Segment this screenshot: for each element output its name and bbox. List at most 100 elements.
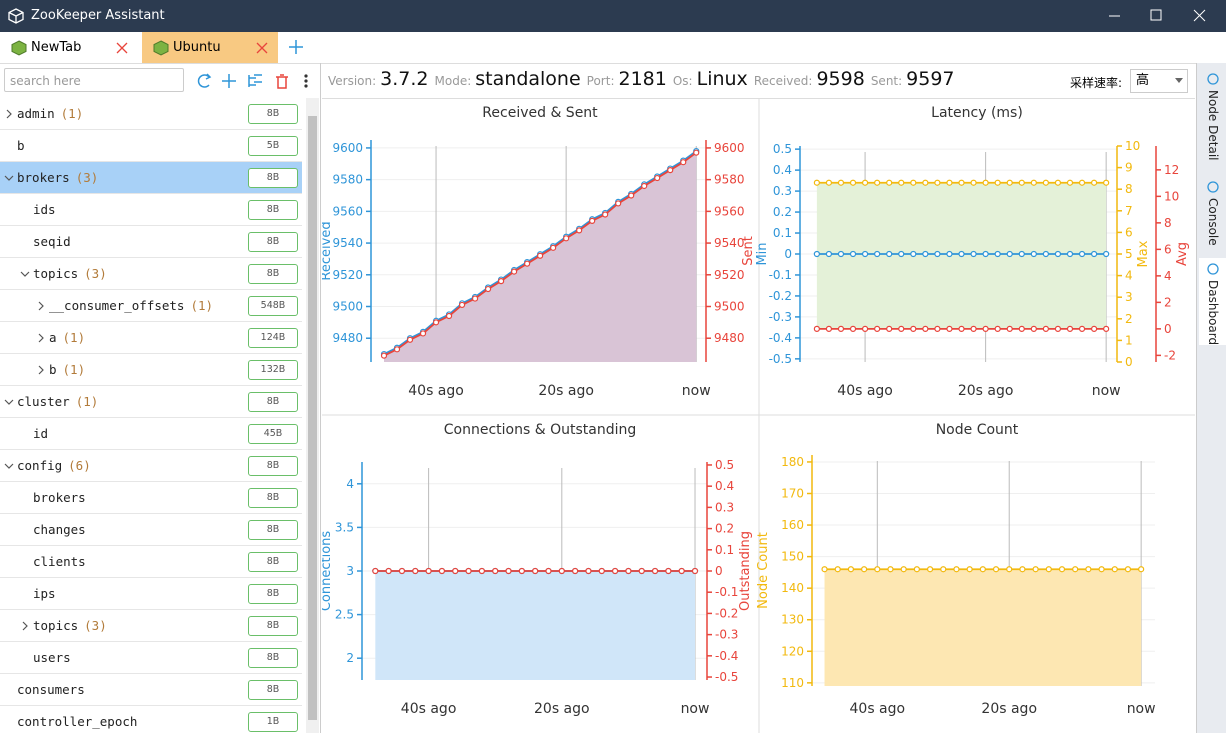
point bbox=[1111, 566, 1118, 573]
search-box[interactable]: search here bbox=[4, 68, 184, 92]
y-tick-label: -2 bbox=[1164, 348, 1176, 362]
point bbox=[946, 179, 953, 186]
y-tick-label: 7 bbox=[1125, 204, 1133, 218]
node-label: controller_epoch bbox=[17, 706, 137, 733]
tree-row[interactable]: b 5B bbox=[0, 130, 302, 162]
y-tick-label: -0.3 bbox=[715, 628, 738, 642]
y-tick-label: 0.3 bbox=[773, 184, 792, 198]
tree-row[interactable]: cluster (1) 8B bbox=[0, 386, 302, 418]
size-badge: 8B bbox=[248, 488, 298, 508]
chevron bbox=[4, 399, 14, 405]
point bbox=[813, 179, 820, 186]
point bbox=[1030, 250, 1037, 258]
point bbox=[813, 250, 820, 258]
point bbox=[874, 250, 881, 258]
node-count: (1) bbox=[60, 106, 84, 121]
y-tick-label: 9580 bbox=[714, 173, 745, 187]
point bbox=[412, 567, 419, 575]
tree-row[interactable]: topics (3) 8B bbox=[0, 258, 302, 290]
tree-row[interactable]: consumers 8B bbox=[0, 674, 302, 706]
node-name: brokers bbox=[33, 490, 86, 505]
point bbox=[532, 567, 539, 575]
status-bar: Version: 3.7.2 Mode: standalone Port: 2181 Os:… bbox=[322, 64, 1195, 99]
side-tab[interactable]: Console bbox=[1199, 176, 1226, 246]
chevron bbox=[38, 301, 44, 311]
y-tick-label: 9540 bbox=[332, 236, 363, 250]
tree-row[interactable]: id 45B bbox=[0, 418, 302, 450]
toolbar[interactable] bbox=[190, 69, 320, 93]
point bbox=[821, 566, 828, 573]
point bbox=[946, 250, 953, 258]
point bbox=[861, 566, 868, 573]
expander bbox=[4, 463, 14, 469]
y-tick-label: -0.1 bbox=[715, 585, 738, 599]
point bbox=[861, 325, 869, 332]
point bbox=[1006, 566, 1013, 573]
rate-select[interactable]: 高 bbox=[1130, 69, 1188, 93]
y-tick-label: 0.2 bbox=[715, 522, 734, 536]
axis-label: Min bbox=[755, 242, 770, 265]
side-tab[interactable]: Dashboard bbox=[1199, 258, 1226, 346]
point bbox=[484, 285, 492, 293]
tree-row[interactable]: seqid 8B bbox=[0, 226, 302, 258]
point bbox=[825, 179, 833, 186]
tree-row[interactable]: admin (1) 8B bbox=[0, 98, 302, 130]
title-bar: ZooKeeper Assistant bbox=[0, 0, 1226, 32]
tree-row[interactable]: controller_epoch 1B bbox=[0, 706, 302, 733]
tab-close[interactable] bbox=[256, 42, 268, 54]
new-tab[interactable] bbox=[288, 39, 304, 55]
size-badge: 8B bbox=[248, 552, 298, 572]
size-badge: 8B bbox=[248, 680, 298, 700]
y-tick-label: 0.3 bbox=[715, 500, 734, 514]
point bbox=[1058, 566, 1066, 573]
area bbox=[375, 571, 696, 680]
y-tick-label: 2 bbox=[346, 651, 354, 665]
point bbox=[1103, 179, 1110, 186]
tree-row[interactable]: b (1) 132B bbox=[0, 354, 302, 386]
point bbox=[563, 235, 570, 242]
tree-row[interactable]: brokers 8B bbox=[0, 482, 302, 514]
y-tick-label: 3.5 bbox=[335, 520, 354, 534]
node-label: topics (3) bbox=[33, 610, 107, 641]
tree-row[interactable]: a (1) 124B bbox=[0, 322, 302, 354]
tree-row[interactable]: config (6) 8B bbox=[0, 450, 302, 482]
y-tick-label: 9600 bbox=[332, 141, 363, 155]
tree-row[interactable]: __consumer_offsets (1) 548B bbox=[0, 290, 302, 322]
point bbox=[946, 325, 953, 332]
node-name: seqid bbox=[33, 234, 71, 249]
y-tick-label: -0.4 bbox=[715, 649, 738, 663]
tree-row[interactable]: ips 8B bbox=[0, 578, 302, 610]
axis-label: Received bbox=[322, 221, 334, 280]
scrollbar[interactable] bbox=[306, 98, 319, 733]
y-tick-label: 2 bbox=[1164, 295, 1172, 309]
tab-close[interactable] bbox=[116, 42, 128, 54]
y-tick-label: 9580 bbox=[332, 173, 363, 187]
point bbox=[665, 567, 672, 575]
point bbox=[922, 250, 929, 258]
window-controls[interactable] bbox=[1100, 0, 1226, 32]
icon-shape bbox=[11, 40, 27, 56]
point bbox=[958, 325, 965, 332]
tab[interactable]: Ubuntu bbox=[142, 32, 278, 63]
tree-row[interactable]: clients 8B bbox=[0, 546, 302, 578]
point bbox=[982, 179, 989, 186]
y-tick-label: -0.5 bbox=[769, 352, 792, 366]
tree-row[interactable]: users 8B bbox=[0, 642, 302, 674]
point bbox=[922, 179, 929, 186]
y-tick-label: 12 bbox=[1164, 163, 1179, 177]
point bbox=[922, 325, 929, 332]
scroll-thumb[interactable] bbox=[308, 116, 317, 720]
tab[interactable]: NewTab bbox=[0, 32, 140, 63]
side-tab[interactable]: Node Detail bbox=[1199, 68, 1226, 160]
y-tick-label: 6 bbox=[1125, 225, 1133, 239]
x-tick-label: 40s ago bbox=[850, 701, 906, 717]
tree-row[interactable]: topics (3) 8B bbox=[0, 610, 302, 642]
point bbox=[886, 325, 893, 332]
tree-row[interactable]: brokers (3) 8B bbox=[0, 162, 302, 194]
tree-row[interactable]: changes 8B bbox=[0, 514, 302, 546]
node-count: (3) bbox=[75, 170, 99, 185]
node-label: id bbox=[33, 418, 48, 449]
chart-title: Received & Sent bbox=[482, 105, 598, 121]
icon-circle bbox=[1207, 263, 1219, 275]
tree-row[interactable]: ids 8B bbox=[0, 194, 302, 226]
